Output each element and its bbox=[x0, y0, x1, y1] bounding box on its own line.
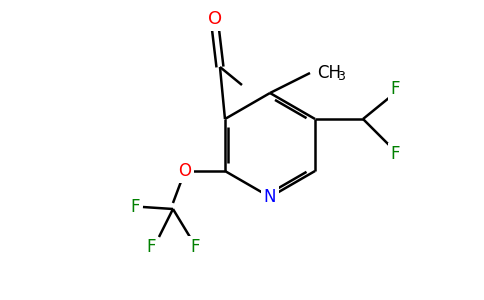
Text: F: F bbox=[390, 80, 400, 98]
Text: O: O bbox=[179, 162, 192, 180]
Text: 3: 3 bbox=[337, 70, 345, 83]
Text: O: O bbox=[208, 10, 222, 28]
Text: F: F bbox=[146, 238, 156, 256]
Text: N: N bbox=[264, 188, 276, 206]
Text: F: F bbox=[130, 198, 140, 216]
Text: F: F bbox=[190, 238, 200, 256]
Text: CH: CH bbox=[317, 64, 341, 82]
Text: F: F bbox=[390, 145, 400, 163]
